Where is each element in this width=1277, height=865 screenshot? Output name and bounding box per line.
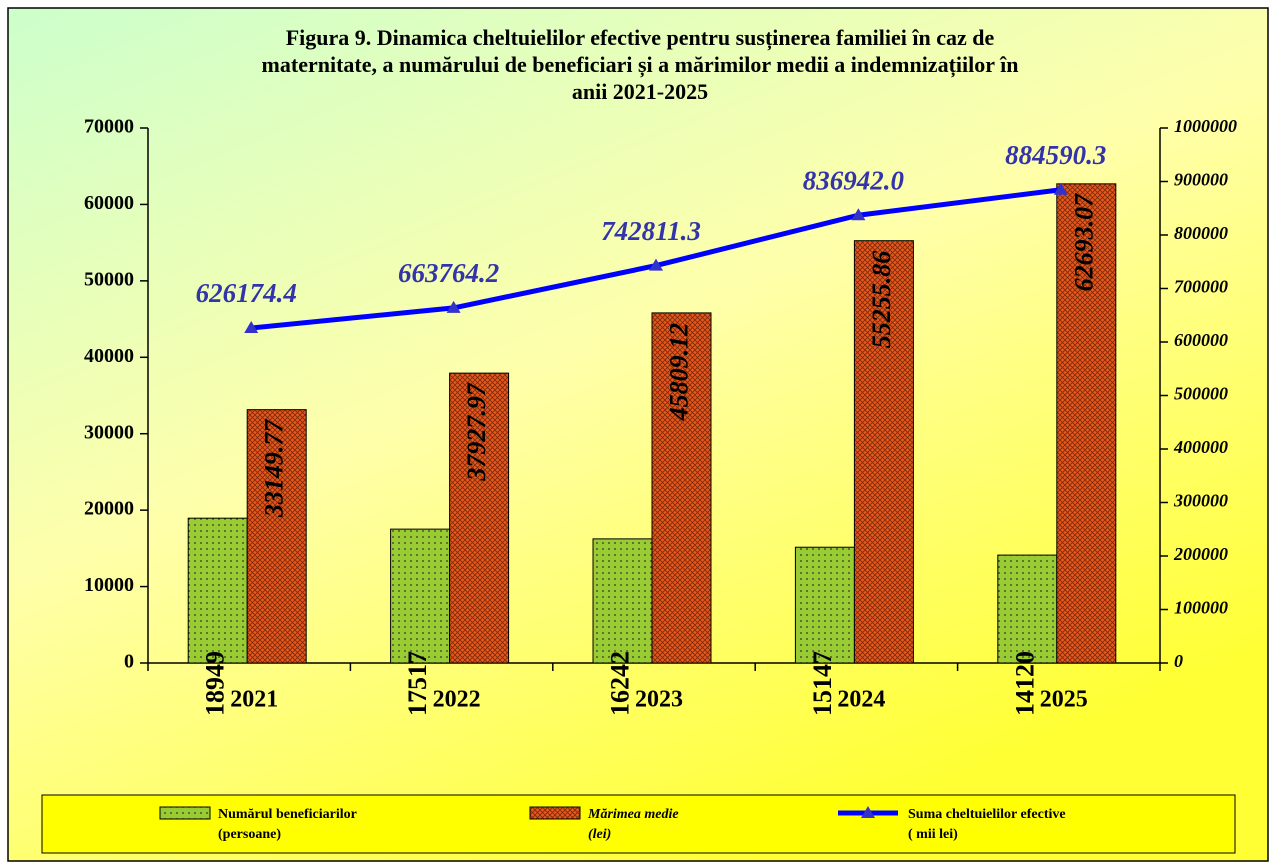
line-marker — [851, 208, 866, 221]
y-tick-label: 20000 — [84, 498, 134, 520]
line-value-label: 884590.3 — [1005, 140, 1106, 170]
y2-tick-label: 800000 — [1174, 223, 1228, 243]
bar-value-label: 16242 — [605, 651, 634, 716]
x-tick-label: 2022 — [433, 687, 481, 713]
bar — [187, 517, 248, 664]
y-tick-label: 60000 — [84, 192, 134, 214]
bar-value-label: 14120 — [1010, 651, 1039, 716]
y2-tick-label: 500000 — [1174, 384, 1228, 404]
y-tick-label: 10000 — [84, 574, 134, 596]
line-value-label: 836942.0 — [803, 165, 905, 195]
y-tick-label: 30000 — [84, 421, 134, 443]
legend-box — [41, 794, 1236, 854]
line-marker — [446, 300, 461, 313]
x-tick-label: 2025 — [1040, 687, 1088, 713]
legend-label: Mărimea medie (lei) — [588, 807, 679, 842]
y2-tick-label: 700000 — [1174, 277, 1228, 297]
bar-value-label: 37927.97 — [462, 382, 491, 482]
legend-swatch — [159, 806, 211, 820]
bar — [1056, 183, 1117, 664]
bar — [449, 372, 510, 664]
bar — [592, 538, 653, 664]
line-value-label: 663764.2 — [398, 258, 499, 288]
y-tick-label: 70000 — [84, 116, 134, 138]
line-marker — [244, 320, 259, 333]
bar — [390, 528, 451, 664]
bar-value-label: 55255.86 — [867, 251, 896, 349]
chart-title: Figura 9. Dinamica cheltuielilor efectiv… — [261, 25, 1019, 104]
bar-value-label: 33149.77 — [260, 419, 289, 519]
bar-value-label: 17517 — [403, 651, 432, 716]
legend-label: Numărul beneficiarilor (persoane) — [218, 807, 357, 842]
x-tick-label: 2024 — [837, 687, 885, 713]
x-tick-label: 2021 — [230, 687, 278, 713]
line-marker — [649, 258, 663, 271]
bar-value-label: 18949 — [201, 651, 230, 716]
x-tick-label: 2023 — [635, 687, 683, 713]
y-tick-label: 50000 — [84, 268, 134, 290]
y2-tick-label: 200000 — [1173, 544, 1228, 564]
y2-tick-label: 400000 — [1173, 437, 1228, 457]
bar — [651, 312, 712, 664]
bar-value-label: 62693.07 — [1069, 193, 1098, 292]
y-tick-label: 40000 — [84, 345, 134, 367]
y2-tick-label: 100000 — [1174, 598, 1228, 618]
bar — [853, 240, 914, 664]
bar-value-label: 45809.12 — [664, 323, 693, 422]
y2-tick-label: 0 — [1174, 651, 1183, 671]
y2-tick-label: 300000 — [1173, 491, 1228, 511]
legend-swatch — [529, 806, 581, 820]
y2-tick-label: 600000 — [1174, 330, 1228, 350]
bar-value-label: 15147 — [808, 651, 837, 716]
legend-marker — [861, 806, 875, 818]
bar — [246, 409, 307, 664]
y2-tick-label: 1000000 — [1174, 116, 1237, 136]
legend-label: Suma cheltuielilor efective ( mii lei) — [908, 807, 1066, 842]
y2-tick-label: 900000 — [1174, 170, 1228, 190]
bar — [794, 546, 855, 664]
bar — [997, 554, 1058, 664]
y-tick-label: 0 — [124, 651, 134, 673]
line-marker — [1053, 182, 1068, 195]
line-value-label: 626174.4 — [196, 278, 297, 308]
line-value-label: 742811.3 — [601, 216, 701, 246]
